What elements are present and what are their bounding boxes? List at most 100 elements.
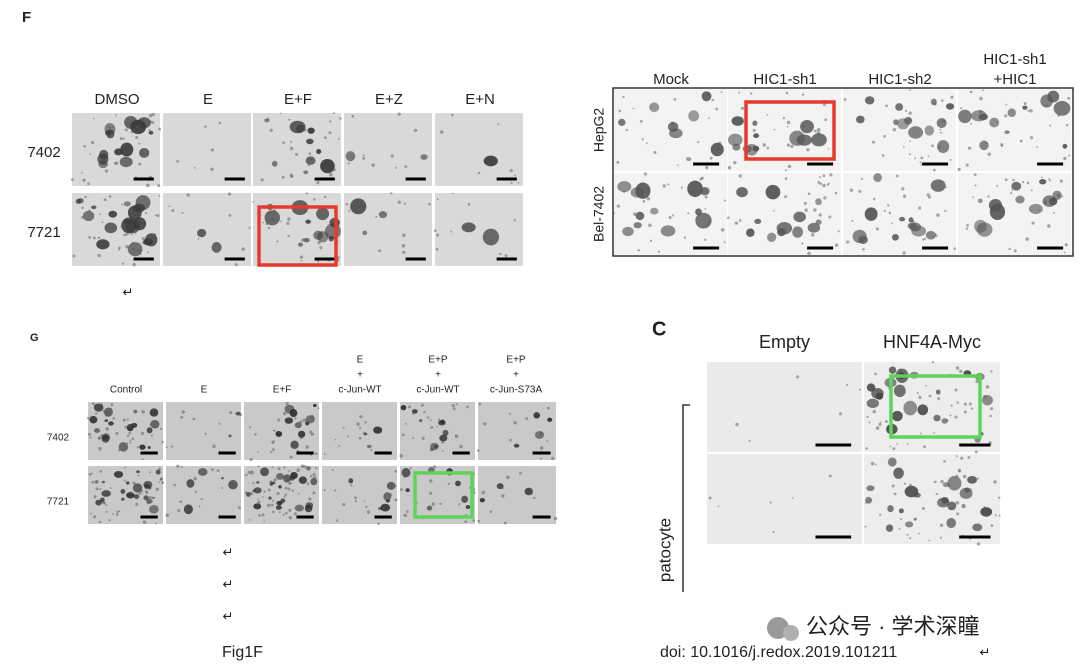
- speck: [237, 506, 241, 510]
- speck: [819, 176, 822, 179]
- speck: [921, 507, 926, 511]
- speck: [271, 217, 274, 221]
- speck: [632, 107, 635, 110]
- speck: [477, 449, 480, 452]
- colony: [401, 467, 411, 478]
- speck: [990, 407, 994, 411]
- speck: [342, 502, 346, 506]
- speck: [960, 456, 964, 460]
- speck: [89, 415, 93, 419]
- micrograph: [435, 193, 523, 266]
- colony: [947, 501, 957, 511]
- speck: [784, 177, 788, 180]
- colony: [977, 198, 983, 203]
- speck: [983, 394, 987, 399]
- speck: [987, 195, 990, 198]
- speck: [913, 517, 917, 521]
- speck: [996, 121, 998, 124]
- speck: [95, 487, 99, 491]
- speck: [525, 417, 529, 421]
- speck: [161, 481, 165, 485]
- speck: [974, 450, 978, 454]
- speck: [168, 205, 171, 208]
- speck: [902, 251, 906, 255]
- speck: [91, 480, 95, 484]
- speck: [1056, 193, 1061, 198]
- speck: [735, 422, 739, 427]
- speck: [105, 427, 109, 431]
- speck: [483, 422, 487, 426]
- speck: [130, 233, 133, 236]
- colony: [306, 466, 311, 471]
- speck: [151, 121, 155, 125]
- colony: [439, 434, 448, 442]
- speck: [276, 491, 280, 496]
- colony: [736, 187, 748, 198]
- speck: [478, 402, 482, 406]
- speck: [323, 195, 327, 199]
- speck: [923, 445, 926, 449]
- speck: [116, 511, 119, 514]
- speck: [140, 431, 145, 436]
- speck: [990, 524, 994, 527]
- speck: [450, 230, 453, 233]
- speck: [126, 418, 129, 421]
- colony: [728, 133, 743, 147]
- speck: [312, 472, 316, 476]
- speck: [649, 239, 653, 242]
- speck: [426, 416, 430, 419]
- speck: [1043, 200, 1047, 204]
- speck: [451, 192, 454, 195]
- speck: [165, 446, 168, 449]
- speck: [99, 488, 102, 491]
- speck: [310, 415, 315, 419]
- speck: [1019, 139, 1023, 143]
- speck: [153, 233, 156, 237]
- speck: [906, 533, 909, 536]
- speck: [1005, 103, 1008, 106]
- speck: [128, 424, 132, 428]
- micrograph: [344, 113, 432, 186]
- speck: [824, 118, 827, 122]
- speck: [282, 411, 287, 416]
- speck: [931, 361, 935, 364]
- speck: [970, 407, 974, 410]
- speck: [284, 486, 288, 490]
- speck: [146, 498, 149, 501]
- colony: [400, 404, 407, 411]
- speck: [872, 409, 876, 414]
- speck: [467, 203, 471, 206]
- speck: [193, 476, 197, 481]
- speck: [517, 181, 520, 184]
- speck: [288, 118, 291, 121]
- speck: [135, 229, 139, 232]
- colony: [377, 506, 383, 511]
- speck: [129, 491, 133, 495]
- speck: [315, 467, 318, 470]
- speck: [126, 434, 130, 438]
- colony: [807, 222, 821, 233]
- speck: [708, 220, 711, 223]
- speck: [110, 407, 113, 410]
- column-label: HNF4A-Myc: [883, 332, 981, 352]
- speck: [128, 431, 132, 435]
- speck: [248, 519, 251, 521]
- speck: [313, 198, 316, 201]
- colony: [108, 210, 118, 218]
- speck: [949, 507, 952, 510]
- speck: [332, 168, 336, 172]
- speck: [1065, 123, 1069, 127]
- colony: [793, 211, 806, 223]
- speck: [441, 440, 445, 444]
- speck: [141, 237, 146, 241]
- speck: [100, 403, 103, 406]
- speck: [412, 412, 415, 415]
- speck: [637, 249, 640, 252]
- colony: [777, 228, 786, 237]
- speck: [433, 465, 437, 469]
- speck: [504, 254, 508, 258]
- speck: [673, 97, 677, 101]
- speck: [616, 160, 620, 164]
- speck: [141, 410, 145, 414]
- speck: [252, 481, 255, 485]
